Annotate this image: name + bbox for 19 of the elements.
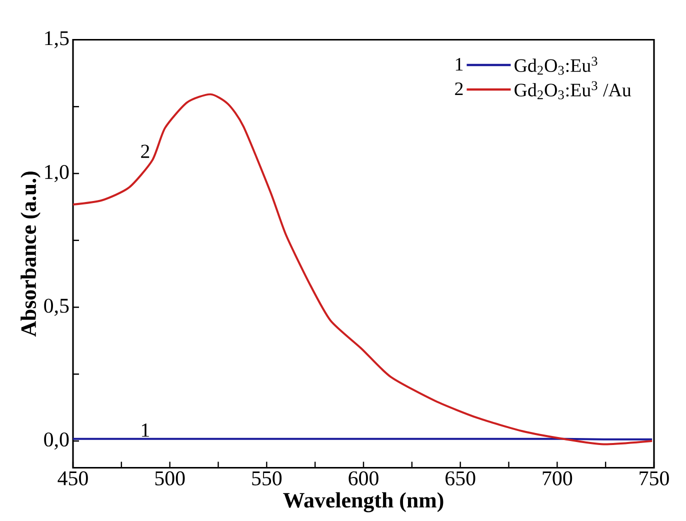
x-tick-label: 600	[348, 471, 378, 486]
x-tick-label: 500	[155, 471, 185, 486]
x-tick-label: 650	[446, 471, 476, 486]
text: 2	[455, 82, 463, 96]
legend-label: Gd$_{2}$O$_{3}$:Eu$^{3}$ /Au	[514, 81, 632, 100]
legend-label: Gd$_{2}$O$_{3}$:Eu$^{3}$	[514, 56, 598, 75]
x-tick-label: 550	[252, 471, 282, 486]
x-axis-title: Wavelength (nm)	[283, 492, 444, 512]
y-tick-label: 0,0	[44, 432, 69, 450]
x-tick-label: 700	[542, 471, 572, 486]
y-axis-title: Absorbance (a.u.)	[20, 172, 40, 337]
x-tick-label: 450	[58, 471, 88, 486]
annotation: 2	[141, 144, 150, 158]
y-tick-label: 1,5	[45, 31, 69, 48]
annotation: 1	[142, 424, 150, 437]
y-tick-label: 0,5	[44, 298, 69, 316]
text: 1	[456, 58, 463, 71]
y-tick-label: 1,0	[45, 164, 69, 182]
x-tick-label: 750	[640, 471, 669, 486]
